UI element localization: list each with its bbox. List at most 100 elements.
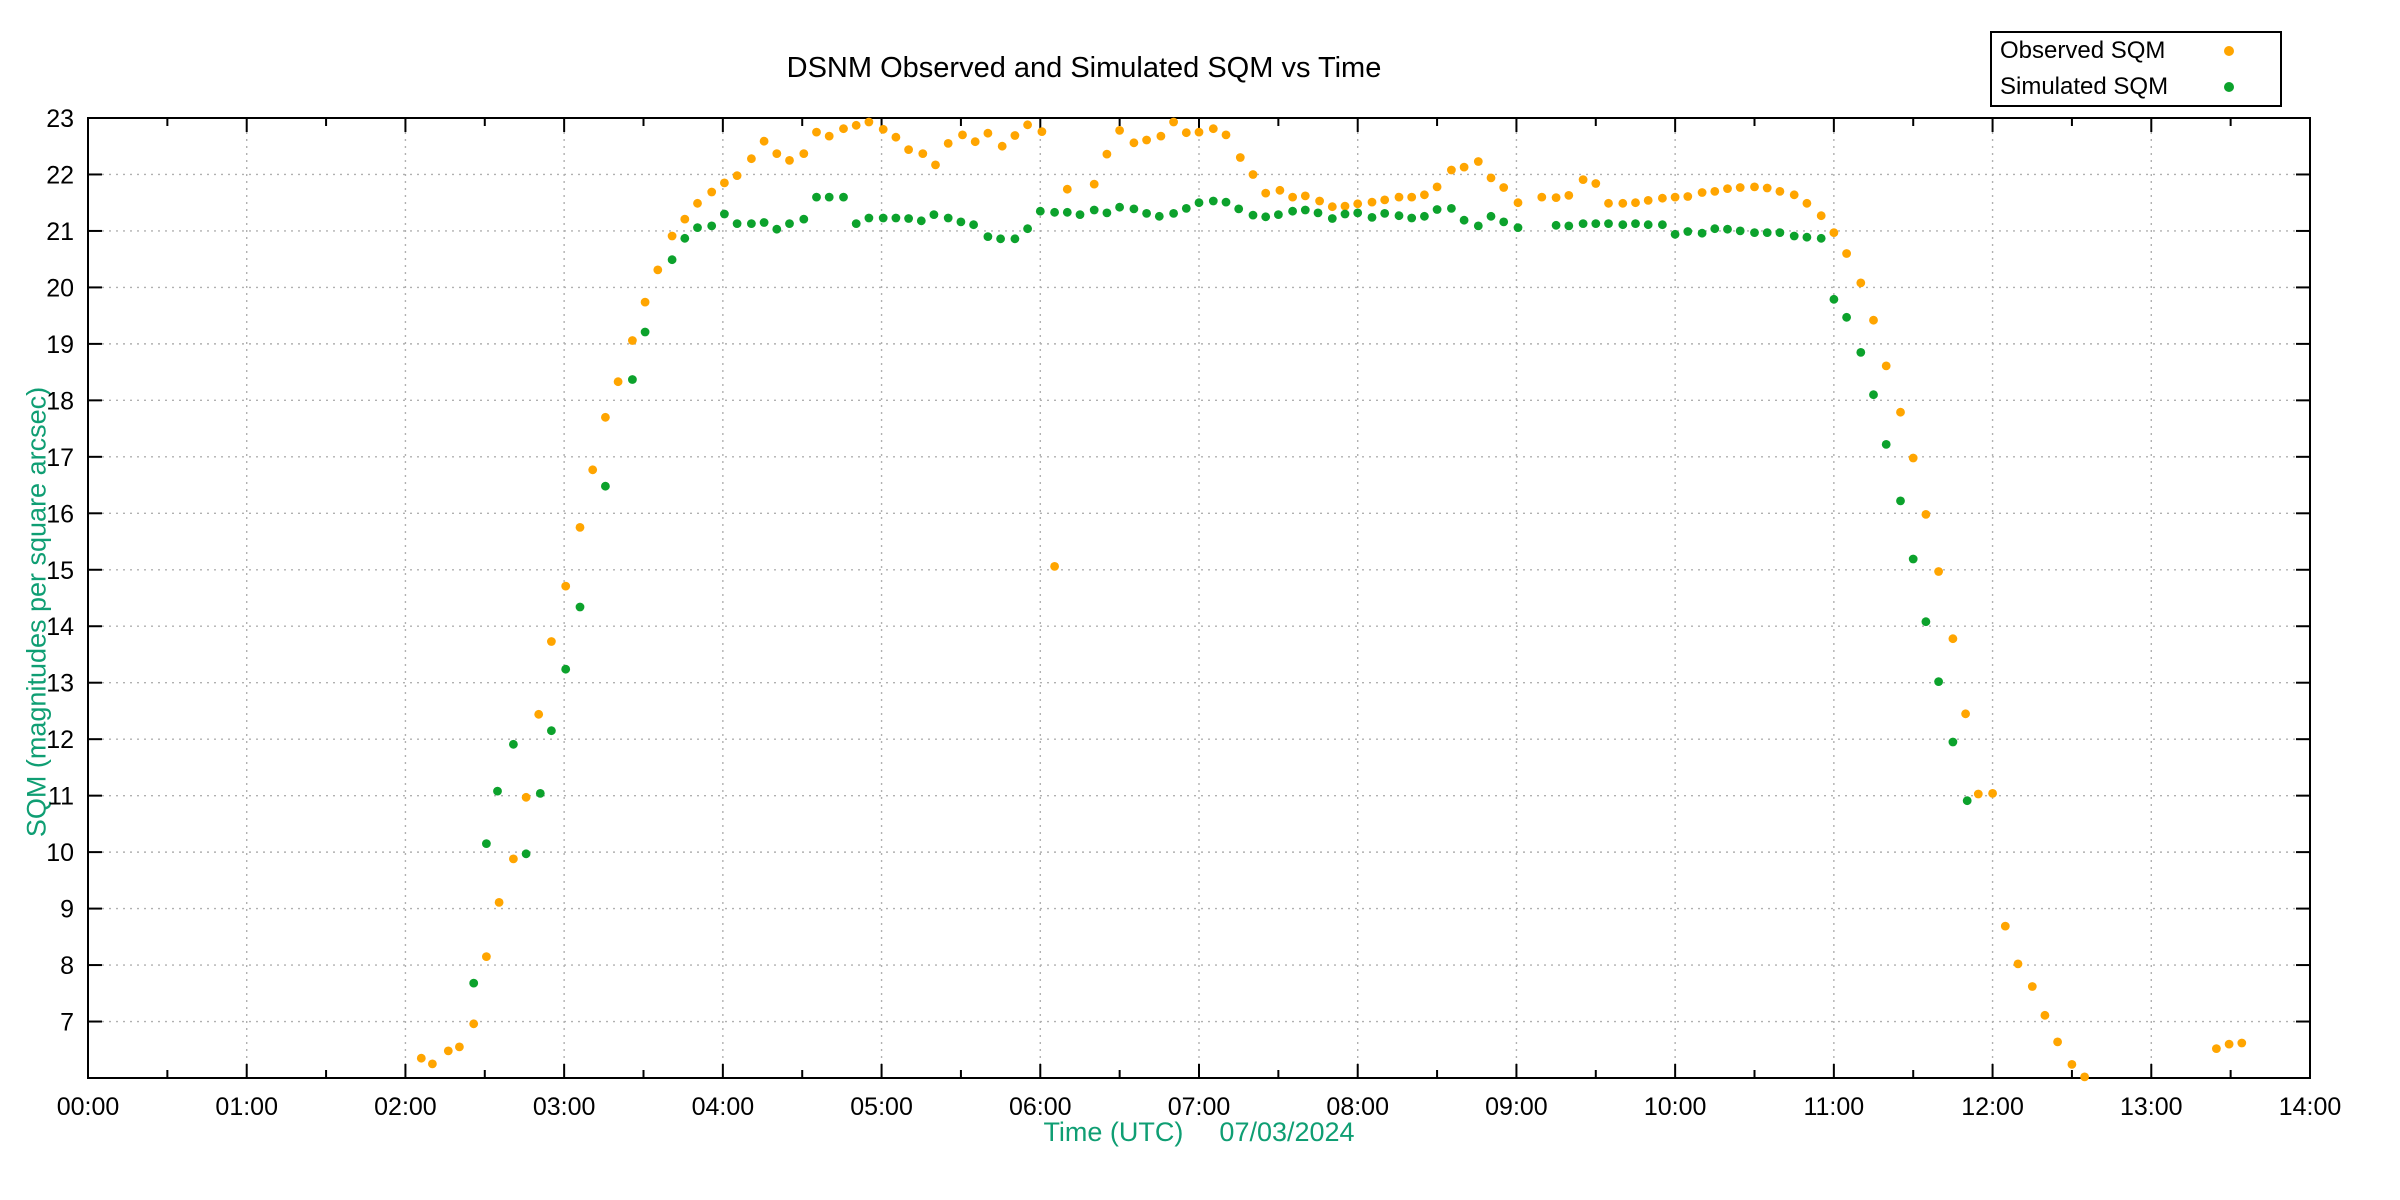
simulated-sqm-point xyxy=(693,223,702,233)
simulated-sqm-point xyxy=(1407,213,1417,223)
observed-sqm-point xyxy=(1881,361,1891,371)
observed-sqm-point xyxy=(785,156,794,165)
observed-sqm-point xyxy=(1010,131,1020,140)
simulated-sqm-point xyxy=(956,217,966,227)
observed-sqm-point xyxy=(1842,249,1851,258)
observed-sqm-point xyxy=(1591,179,1601,188)
observed-sqm-point xyxy=(1353,199,1363,209)
simulated-sqm-point xyxy=(640,327,650,337)
simulated-sqm-point xyxy=(1432,205,1442,214)
observed-sqm-point xyxy=(1327,202,1337,212)
simulated-sqm-point xyxy=(1896,496,1905,506)
observed-sqm-point xyxy=(1697,188,1707,197)
observed-sqm-point xyxy=(1380,195,1390,205)
observed-sqm-point xyxy=(851,120,861,130)
simulated-sqm-point xyxy=(1486,211,1496,221)
y-tick-label: 10 xyxy=(46,839,74,867)
simulated-sqm-point xyxy=(1750,228,1759,238)
observed-sqm-point xyxy=(1261,188,1271,198)
simulated-sqm-point xyxy=(1948,737,1958,747)
simulated-sqm-point xyxy=(1340,209,1350,219)
observed-sqm-point xyxy=(428,1059,437,1069)
simulated-sqm-point xyxy=(1062,207,1072,217)
simulated-sqm-point xyxy=(1670,229,1680,239)
observed-sqm-point xyxy=(1537,192,1547,202)
simulated-sqm-point xyxy=(1631,219,1640,229)
simulated-sqm-point xyxy=(667,255,677,265)
x-tick-label: 06:00 xyxy=(1009,1093,1072,1121)
simulated-sqm-point xyxy=(1313,208,1323,218)
observed-sqm-point xyxy=(983,128,993,138)
simulated-sqm-point xyxy=(1578,219,1588,229)
observed-sqm-point xyxy=(521,792,531,802)
observed-sqm-point xyxy=(1089,179,1099,189)
simulated-sqm-point xyxy=(785,219,794,229)
observed-sqm-point xyxy=(534,709,544,719)
simulated-sqm-point xyxy=(707,221,717,231)
x-tick-label: 05:00 xyxy=(850,1093,913,1121)
observed-sqm-point xyxy=(1037,127,1047,136)
simulated-sqm-point xyxy=(1869,390,1878,400)
observed-sqm-point xyxy=(1169,117,1178,127)
observed-sqm-point xyxy=(1181,128,1191,138)
observed-sqm-point xyxy=(1235,153,1245,162)
simulated-sqm-point xyxy=(983,232,993,242)
simulated-sqm-point xyxy=(1248,210,1258,220)
x-tick-label: 11:00 xyxy=(1803,1093,1864,1121)
simulated-sqm-point xyxy=(561,664,571,674)
y-tick-label: 8 xyxy=(60,952,74,980)
observed-sqm-point xyxy=(2212,1044,2221,1053)
simulated-sqm-point xyxy=(1447,204,1456,213)
observed-sqm-point xyxy=(772,149,782,159)
y-tick-label: 18 xyxy=(46,387,74,415)
x-tick-label: 14:00 xyxy=(2279,1093,2342,1121)
observed-sqm-point xyxy=(547,637,556,646)
observed-sqm-point xyxy=(1486,173,1496,183)
simulated-sqm-point xyxy=(493,786,502,796)
simulated-sqm-point xyxy=(1459,215,1469,225)
x-tick-label: 07:00 xyxy=(1168,1093,1231,1121)
legend: Observed SQM Simulated SQM xyxy=(1990,31,2282,107)
simulated-sqm-point xyxy=(943,213,953,223)
simulated-sqm-point xyxy=(772,224,782,234)
simulated-sqm-point xyxy=(1142,209,1151,218)
simulated-sqm-point xyxy=(1102,208,1112,218)
observed-sqm-point xyxy=(613,377,623,387)
observed-sqm-point xyxy=(824,131,834,141)
observed-sqm-point xyxy=(1710,187,1720,196)
simulated-sqm-point xyxy=(1762,228,1772,238)
simulated-sqm-point xyxy=(1194,198,1204,208)
observed-sqm-point xyxy=(1869,315,1878,325)
x-axis-date: 07/03/2024 xyxy=(1219,1117,1355,1147)
x-tick-label: 02:00 xyxy=(374,1093,437,1121)
simulated-sqm-point xyxy=(680,233,690,243)
simulated-sqm-point xyxy=(1697,228,1707,238)
simulated-sqm-point xyxy=(839,192,848,202)
simulated-sqm-point xyxy=(1921,617,1931,627)
simulated-sqm-point xyxy=(1842,312,1851,322)
observed-sqm-point xyxy=(1420,190,1429,200)
observed-sqm-point xyxy=(1802,198,1812,208)
observed-sqm-point xyxy=(891,132,901,142)
observed-sqm-point xyxy=(1775,187,1785,196)
y-tick-label: 12 xyxy=(46,726,74,754)
simulated-sqm-point xyxy=(1035,206,1045,216)
observed-sqm-point xyxy=(720,178,729,188)
simulated-sqm-point xyxy=(1050,207,1059,217)
observed-sqm-point xyxy=(2040,1010,2050,1020)
observed-sqm-point xyxy=(1973,789,1983,799)
simulated-sqm-point xyxy=(759,218,769,227)
simulated-sqm-point xyxy=(1591,219,1601,229)
observed-sqm-point xyxy=(588,465,598,475)
simulated-sqm-point xyxy=(1300,205,1310,215)
observed-sqm-point xyxy=(759,136,769,146)
simulated-sqm-point xyxy=(1789,231,1799,241)
observed-sqm-point xyxy=(1896,407,1905,417)
simulated-sqm-point xyxy=(521,849,531,859)
observed-sqm-point xyxy=(1499,183,1509,192)
plot-border xyxy=(87,117,2311,1079)
observed-sqm-point xyxy=(653,265,663,275)
observed-sqm-point xyxy=(1050,562,1059,571)
